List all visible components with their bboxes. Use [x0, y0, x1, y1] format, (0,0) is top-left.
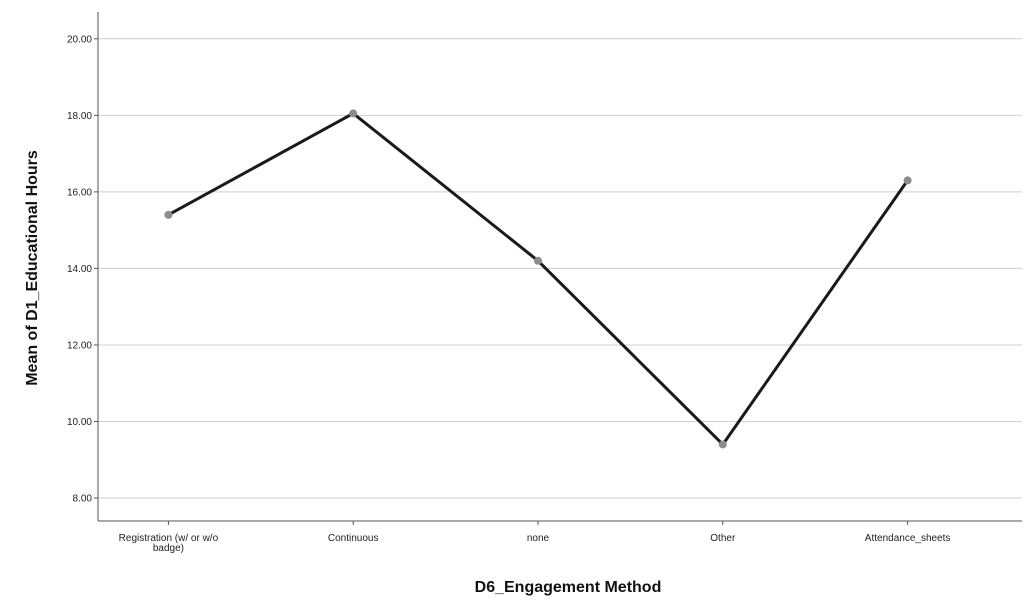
y-tick-label: 12.00: [67, 340, 92, 351]
y-tick-label: 16.00: [67, 187, 92, 198]
x-tick-label: Attendance_sheets: [865, 533, 951, 544]
x-tick-label: Other: [710, 533, 736, 544]
x-axis-title: D6_Engagement Method: [475, 579, 662, 596]
data-point: [164, 210, 173, 219]
y-tick-label: 8.00: [73, 494, 93, 505]
axes: [94, 12, 1022, 525]
y-tick-label: 10.00: [67, 417, 92, 428]
data-point: [534, 256, 542, 265]
gridlines: [98, 38, 1022, 499]
data-point: [903, 176, 912, 185]
series: [164, 109, 912, 449]
y-axis-title: Mean of D1_Educational Hours: [24, 150, 41, 386]
x-tick-label: none: [527, 533, 550, 544]
y-tick-label: 18.00: [67, 111, 92, 122]
data-point: [718, 440, 727, 449]
x-tick-labels: Registration (w/ or w/o badge) Continuous n…: [119, 533, 951, 554]
x-tick-label: Registration (w/ or w/o badge): [119, 533, 219, 554]
x-tick-label: Continuous: [328, 533, 379, 544]
series-line: [167, 111, 909, 446]
y-tick-label: 14.00: [67, 264, 92, 275]
y-tick-label: 20.00: [67, 34, 92, 45]
data-point: [349, 109, 358, 118]
y-tick-labels: 8.00 10.00 12.00 14.00 16.00 18.00 20.00: [67, 34, 92, 504]
